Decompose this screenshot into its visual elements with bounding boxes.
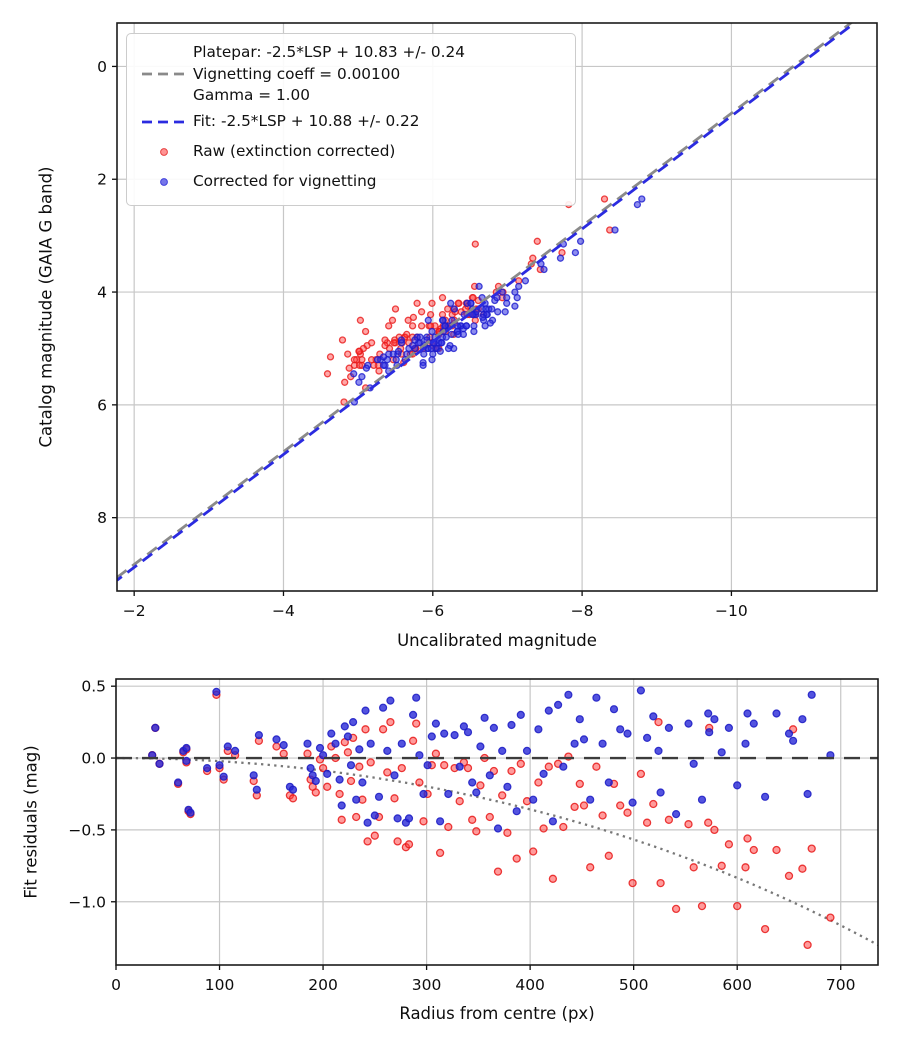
legend-entry-fit: Fit: -2.5*LSP + 10.88 +/- 0.22	[135, 107, 565, 137]
top-plot-y-tick-label: 4	[97, 284, 107, 302]
legend-fit-text: Fit: -2.5*LSP + 10.88 +/- 0.22	[193, 111, 420, 130]
legend-entry-platepar: Platepar: -2.5*LSP + 10.83 +/- 0.24 Vign…	[135, 42, 565, 107]
top-plot-y-tick-label: 2	[97, 171, 107, 189]
bottom-plot-x-tick-label: 400	[515, 976, 545, 994]
bottom-plot-x-tick-label: 300	[412, 976, 442, 994]
raw-dot-sample	[135, 146, 193, 158]
platepar-dash-sample	[135, 70, 193, 78]
bottom-plot-y-tick-label: −0.5	[68, 821, 106, 839]
bottom-plot-ticks: 0 100 200 300 400 500 600 700 0.5 0.0 −0.5 −1.0	[68, 678, 855, 994]
top-xlabel: Uncalibrated magnitude	[397, 631, 597, 650]
fit-line	[117, 23, 857, 582]
legend-platepar-text-1: Platepar: -2.5*LSP + 10.83 +/- 0.24	[193, 43, 465, 61]
top-plot-y-tick-label: 8	[97, 509, 107, 527]
corrected-points-top	[350, 195, 646, 406]
bottom-plot-y-tick-label: 0.5	[81, 678, 106, 696]
bottom-plot-y-tick-label: 0.0	[81, 750, 106, 768]
bottom-plot-x-tick-label: 700	[826, 976, 856, 994]
top-plot-x-tick-label: −10	[715, 602, 748, 620]
legend-raw-text: Raw (extinction corrected)	[193, 141, 396, 160]
bottom-plot-x-tick-label: 200	[308, 976, 338, 994]
bottom-plot-y-tick-label: −1.0	[68, 893, 106, 911]
legend-entry-corrected: Corrected for vignetting	[135, 167, 565, 197]
corrected-points-bottom	[148, 686, 835, 833]
top-plot-x-tick-label: −6	[421, 602, 444, 620]
top-plot-y-tick-label: 6	[97, 396, 107, 414]
top-plot-x-tick-label: −4	[272, 602, 295, 620]
bottom-plot-x-tick-label: 0	[111, 976, 121, 994]
bottom-plot-x-tick-label: 100	[205, 976, 235, 994]
legend-corrected-text: Corrected for vignetting	[193, 171, 377, 190]
legend-gamma-text: Gamma = 1.00	[193, 86, 311, 104]
platepar-line	[117, 23, 854, 579]
legend-entry-raw: Raw (extinction corrected)	[135, 137, 565, 167]
bottom-plot-x-tick-label: 600	[722, 976, 752, 994]
top-plot-x-tick-label: −8	[571, 602, 594, 620]
top-plot-spines	[116, 22, 878, 592]
legend-vignetting-text: Vignetting coeff = 0.00100	[193, 64, 401, 83]
top-plot-x-tick-label: −2	[123, 602, 146, 620]
bottom-plot-x-tick-label: 500	[619, 976, 649, 994]
bottom-ylabel: Fit residuals (mag)	[21, 745, 41, 899]
vignetting-model-curve	[116, 756, 878, 947]
fit-dash-sample	[135, 118, 193, 126]
corrected-dot-sample	[135, 176, 193, 188]
top-plot-y-tick-label: 0	[97, 58, 107, 76]
bottom-plot-grid	[115, 679, 878, 965]
raw-points-bottom	[148, 690, 835, 950]
bottom-xlabel: Radius from centre (px)	[399, 1004, 595, 1023]
top-plot-ticks: −2 −4 −6 −8 −10 0 2 4 6 8	[97, 58, 748, 620]
bottom-plot-spines	[115, 678, 879, 966]
legend: Platepar: -2.5*LSP + 10.83 +/- 0.24 Vign…	[126, 33, 576, 206]
top-ylabel: Catalog magnitude (GAIA G band)	[36, 166, 56, 448]
